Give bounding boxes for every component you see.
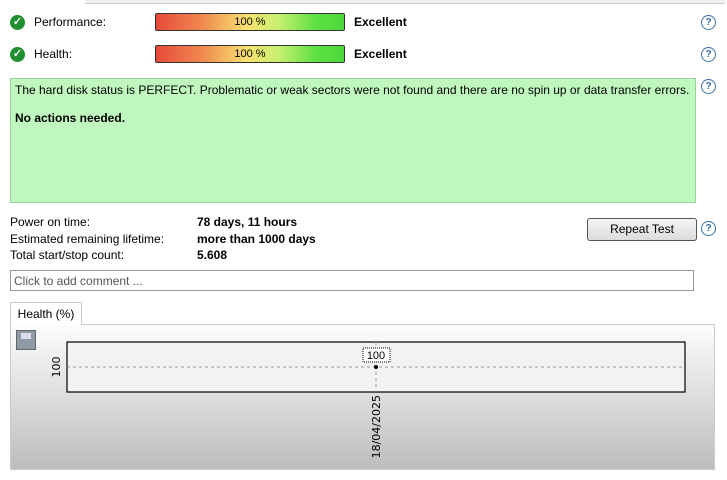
- info-value: 78 days, 11 hours: [197, 215, 298, 229]
- action-message: No actions needed.: [15, 111, 126, 125]
- data-point: [374, 365, 378, 369]
- info-value: more than 1000 days: [197, 232, 316, 246]
- comment-input[interactable]: Click to add comment ...: [10, 270, 694, 291]
- help-icon[interactable]: ?: [701, 15, 716, 30]
- save-icon[interactable]: [16, 330, 36, 350]
- x-tick-label: 18/04/2025: [370, 395, 383, 458]
- status-message: The hard disk status is PERFECT. Problem…: [15, 83, 690, 97]
- check-icon: ✓: [10, 47, 25, 62]
- help-icon[interactable]: ?: [701, 221, 716, 236]
- info-value: 5.608: [197, 248, 228, 262]
- health-bar: 100 %: [155, 45, 345, 63]
- status-message-box: The hard disk status is PERFECT. Problem…: [10, 78, 696, 203]
- data-label: 100: [367, 350, 385, 362]
- tab-strip: [85, 0, 725, 4]
- health-label: Health:: [34, 47, 73, 61]
- performance-rating: Excellent: [354, 15, 407, 29]
- y-tick-label: 100: [50, 357, 63, 378]
- info-label: Power on time:: [10, 215, 91, 229]
- data-label-box: [362, 347, 391, 363]
- info-label: Total start/stop count:: [10, 248, 125, 262]
- check-icon: ✓: [10, 15, 25, 30]
- help-icon[interactable]: ?: [701, 47, 716, 62]
- performance-bar: 100 %: [155, 13, 345, 31]
- repeat-test-button[interactable]: Repeat Test: [587, 218, 697, 241]
- help-icon[interactable]: ?: [701, 79, 716, 94]
- health-rating: Excellent: [354, 47, 407, 61]
- performance-label: Performance:: [34, 15, 107, 29]
- info-label: Estimated remaining lifetime:: [10, 232, 165, 246]
- tab-health[interactable]: Health (%): [10, 302, 82, 325]
